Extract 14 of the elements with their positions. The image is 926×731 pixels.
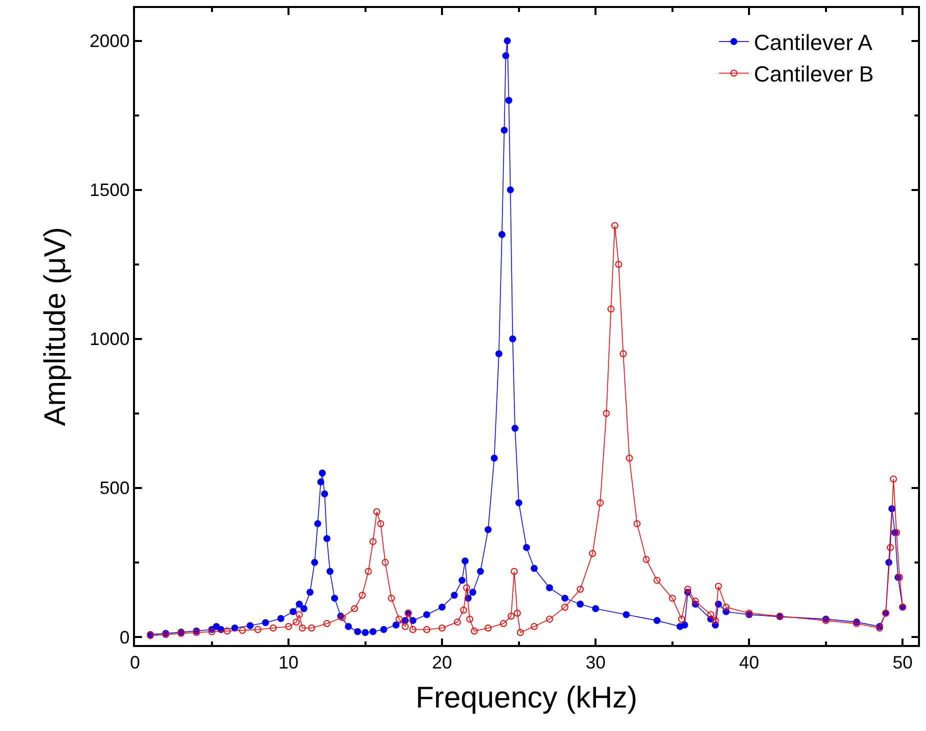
y-tick-label: 0: [120, 627, 130, 648]
x-tick-label: 10: [278, 652, 299, 672]
legend-label: Cantilever B: [754, 62, 874, 87]
x-axis-title: Frequency (kHz): [416, 681, 638, 714]
x-tick-label: 50: [892, 652, 913, 672]
y-tick-label: 1000: [90, 329, 130, 350]
y-tick-label: 1500: [90, 180, 130, 200]
y-tick-label: 2000: [90, 31, 130, 52]
y-axis-title: Amplitude (μV): [39, 226, 72, 426]
x-tick-label: 20: [432, 652, 452, 672]
y-tick-label: 500: [100, 478, 130, 498]
legend-label: Cantilever A: [754, 30, 873, 56]
x-tick-label: 30: [586, 652, 606, 672]
x-tick-label: 40: [739, 652, 760, 672]
